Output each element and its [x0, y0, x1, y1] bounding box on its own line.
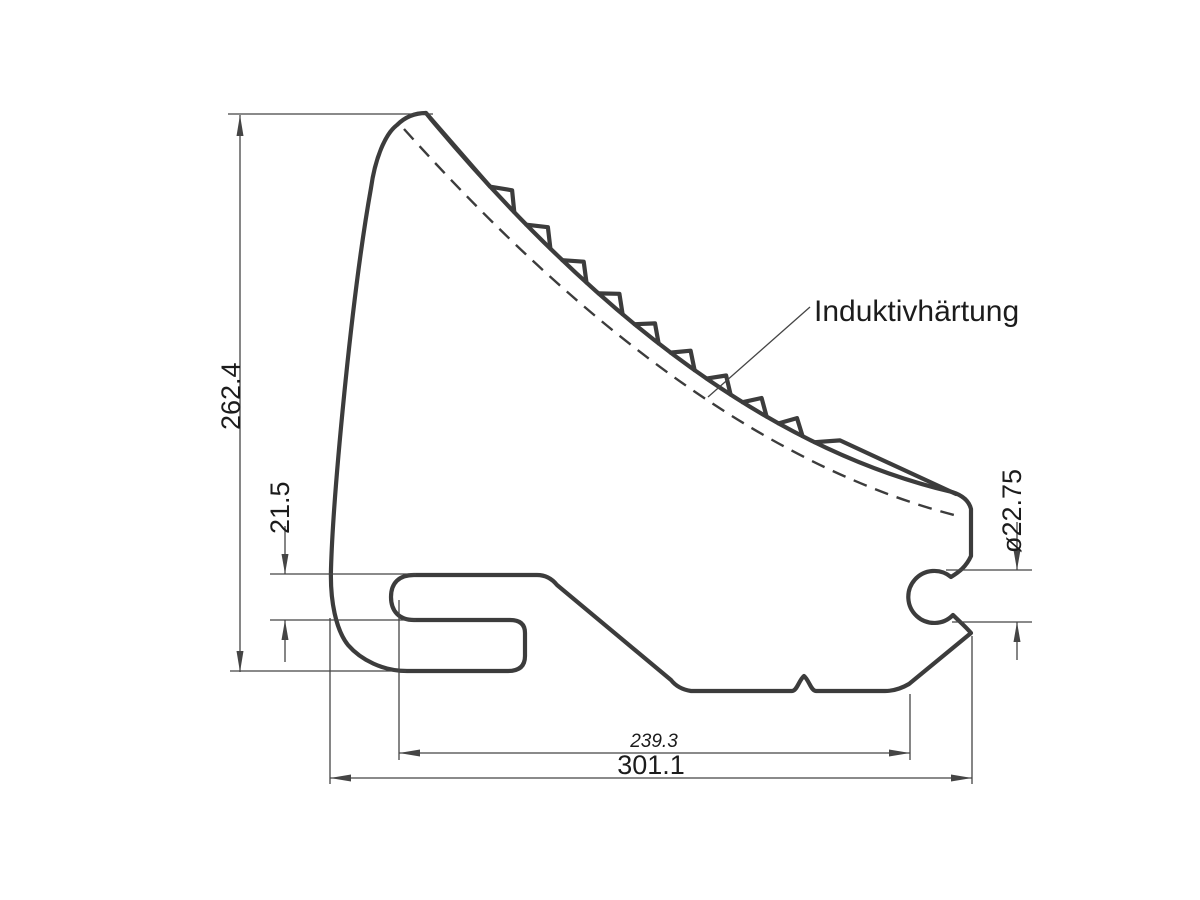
annotation-leader-line	[707, 306, 811, 398]
slot-height-value: 21.5	[265, 481, 295, 534]
arrowhead-left	[399, 749, 420, 757]
arrowhead-down	[1013, 550, 1021, 570]
arrowhead-up	[281, 620, 289, 640]
annotation-label: Induktivhärtung	[814, 295, 1019, 328]
arrowhead-up	[236, 115, 244, 136]
arrowhead-down	[236, 651, 244, 672]
dimension-slot-height: 21.5	[265, 481, 416, 662]
arrowhead-right	[951, 774, 972, 782]
dimension-bar-diameter: ø22.75	[946, 469, 1032, 660]
chock-outline	[328, 110, 974, 694]
arrowhead-right	[889, 749, 910, 757]
arrowhead-left	[330, 774, 351, 782]
overall-length-value: 301.1	[617, 750, 685, 780]
dimension-base-length: 239.3	[398, 600, 911, 760]
tread-teeth	[423, 110, 959, 497]
part-profile	[328, 110, 974, 694]
base-length-value: 239.3	[629, 731, 678, 752]
dimension-overall-length: 301.1	[329, 618, 973, 784]
arrowhead-up	[1013, 622, 1021, 642]
overall-height-value: 262.4	[216, 362, 246, 430]
arrowhead-down	[281, 554, 289, 574]
dimension-overall-height: 262.4	[216, 113, 433, 672]
hardening-zone-dashed-line	[403, 128, 959, 518]
bar-diameter-value: ø22.75	[997, 469, 1027, 553]
